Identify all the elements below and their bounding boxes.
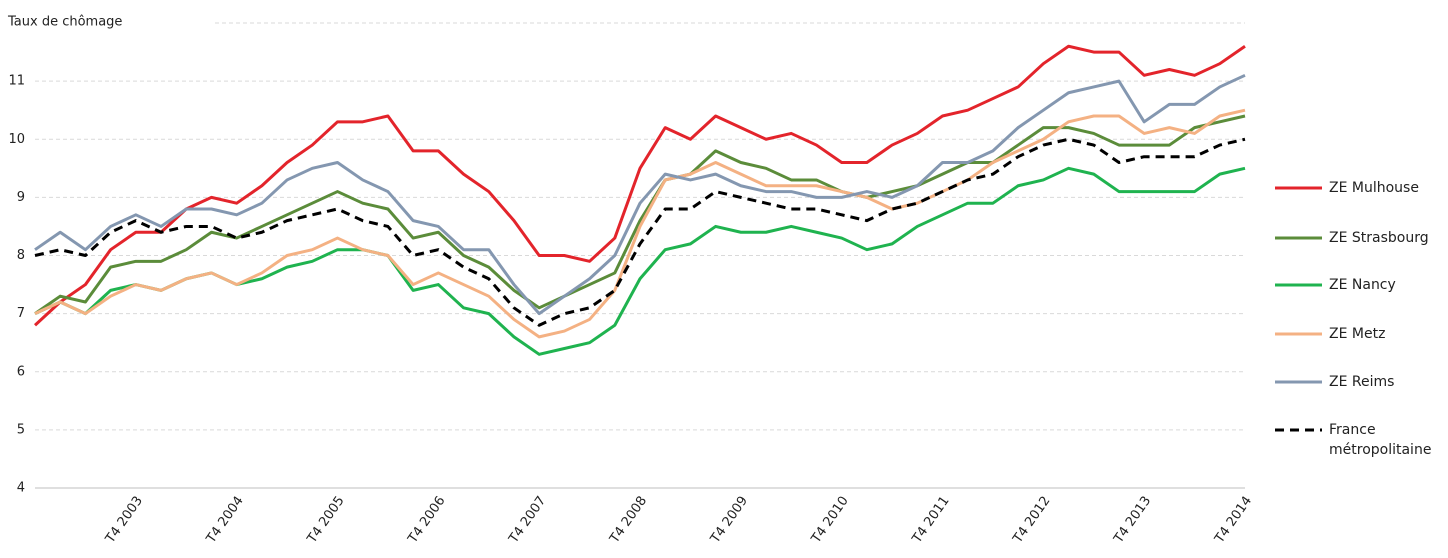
y-tick-label: 9 [17,190,25,205]
x-tick-label: T4 2006 [405,494,449,547]
y-tick-label: 8 [17,248,25,263]
series-line [34,166,1246,356]
series-line [34,108,1246,339]
x-tick-label: T4 2003 [102,494,146,547]
y-axis-title: Taux de chômage [7,15,122,30]
legend-label: France métropolitaine [1329,422,1432,458]
x-tick-label: T4 2014 [1212,494,1256,547]
legend-label: ZE Mulhouse [1329,180,1419,196]
y-tick-label: 10 [8,132,25,147]
x-tick-label: T4 2009 [707,494,751,547]
y-tick-label: 7 [17,306,25,321]
y-tick-label: 6 [17,364,25,379]
x-tick-label: T4 2012 [1010,494,1054,547]
legend-label: ZE Strasbourg [1329,230,1429,246]
legend-label: ZE Reims [1329,374,1395,390]
legend-label: ZE Nancy [1329,277,1396,293]
series-line [33,44,1246,327]
x-tick-label: T4 2004 [203,494,247,547]
x-tick-label: T4 2010 [808,494,852,547]
x-tick-label: T4 2007 [506,494,550,547]
y-tick-label: 4 [17,481,25,496]
series-line [34,114,1246,315]
series-line [34,137,1246,327]
x-tick-label: T4 2008 [607,494,651,547]
x-tick-label: T4 2011 [909,494,953,547]
y-tick-label: 11 [8,74,25,89]
legend-label: ZE Metz [1329,326,1386,342]
series-line [34,73,1246,316]
x-tick-label: T4 2005 [304,494,348,547]
y-tick-label: 5 [17,422,25,437]
x-tick-label: T4 2013 [1111,494,1155,547]
